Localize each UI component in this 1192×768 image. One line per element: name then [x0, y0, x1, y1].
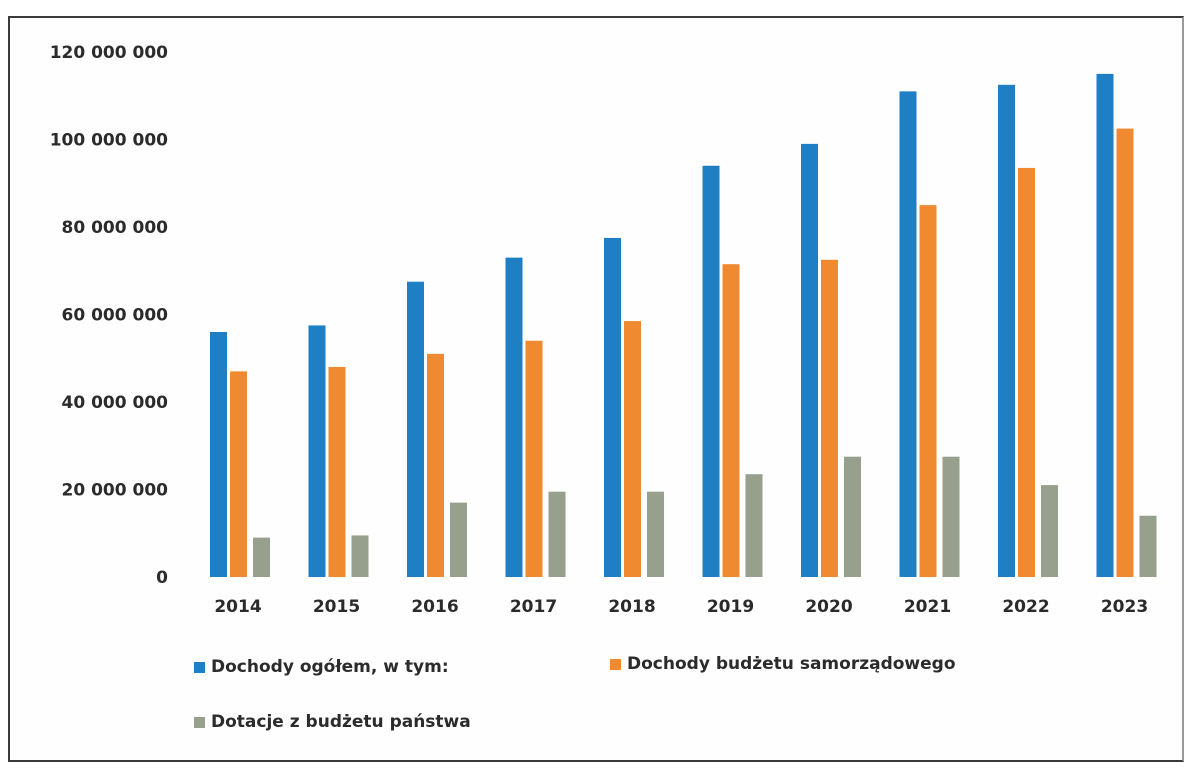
bar-local-budget-income-2019 — [722, 264, 740, 577]
legend-label-state-subsidies: Dotacje z budżetu państwa — [211, 712, 471, 732]
bar-total-income-2016 — [407, 281, 424, 577]
bar-state-subsidies-2022 — [1041, 485, 1058, 577]
y-tick-label: 100 000 000 — [50, 131, 168, 151]
x-tick-label-2023: 2023 — [1101, 597, 1148, 617]
bar-local-budget-income-2015 — [328, 367, 346, 577]
legend-item-local-budget-income: Dochody budżetu samorządowego — [610, 654, 956, 674]
chart-frame — [8, 16, 1184, 762]
x-tick-label-2016: 2016 — [411, 597, 458, 617]
x-tick-label-2019: 2019 — [707, 597, 754, 617]
bar-local-budget-income-2017 — [525, 340, 543, 577]
x-tick-label-2018: 2018 — [608, 597, 655, 617]
x-tick-label-2022: 2022 — [1002, 597, 1049, 617]
bar-total-income-2014 — [210, 332, 227, 577]
x-tick-label-2015: 2015 — [313, 597, 360, 617]
y-axis: 0 20 000 000 40 000 000 60 000 000 80 000 00… — [50, 43, 168, 588]
bar-local-budget-income-2020 — [821, 259, 838, 577]
bar-state-subsidies-2021 — [942, 456, 960, 577]
bar-group-2015 — [308, 325, 369, 577]
bars — [210, 73, 1157, 577]
y-tick-label: 40 000 000 — [62, 393, 169, 413]
bar-group-2020 — [801, 143, 861, 577]
y-tick-label: 80 000 000 — [62, 218, 169, 238]
bar-group-2014 — [210, 332, 270, 577]
bar-total-income-2015 — [308, 325, 326, 577]
bar-local-budget-income-2023 — [1116, 128, 1134, 577]
bar-group-2023 — [1096, 73, 1157, 577]
legend-swatch-local-budget-income — [610, 658, 621, 670]
bar-group-2021 — [899, 91, 960, 577]
bar-local-budget-income-2016 — [427, 353, 444, 577]
bar-local-budget-income-2022 — [1018, 167, 1035, 577]
bar-state-subsidies-2017 — [548, 491, 566, 577]
bar-state-subsidies-2015 — [351, 535, 369, 577]
bar-total-income-2022 — [998, 84, 1015, 577]
bar-total-income-2018 — [604, 237, 621, 577]
bar-state-subsidies-2014 — [253, 537, 270, 577]
bar-total-income-2020 — [801, 143, 818, 577]
bar-total-income-2017 — [505, 257, 523, 577]
legend-label-total-income: Dochody ogółem, w tym: — [211, 657, 449, 677]
y-tick-label: 60 000 000 — [62, 306, 169, 326]
bar-group-2016 — [407, 281, 467, 577]
legend-label-local-budget-income: Dochody budżetu samorządowego — [627, 654, 956, 674]
legend-item-state-subsidies: Dotacje z budżetu państwa — [194, 712, 471, 732]
bar-state-subsidies-2023 — [1139, 515, 1157, 577]
bar-state-subsidies-2020 — [844, 456, 861, 577]
x-axis: 2014 2015 2016 2017 2018 2019 2020 2021 2022 2023 — [214, 597, 1148, 617]
x-tick-label-2017: 2017 — [510, 597, 557, 617]
bar-total-income-2021 — [899, 91, 917, 577]
bar-group-2019 — [702, 165, 763, 577]
x-tick-label-2021: 2021 — [904, 597, 951, 617]
bar-state-subsidies-2019 — [745, 474, 763, 577]
y-tick-label: 0 — [156, 568, 168, 588]
bar-total-income-2023 — [1096, 73, 1114, 577]
bar-group-2017 — [505, 257, 566, 577]
legend-item-total-income: Dochody ogółem, w tym: — [194, 657, 449, 677]
bar-state-subsidies-2018 — [647, 491, 664, 577]
x-tick-label-2020: 2020 — [805, 597, 852, 617]
legend-swatch-total-income — [194, 661, 205, 673]
bar-group-2022 — [998, 84, 1058, 577]
bar-local-budget-income-2021 — [919, 205, 937, 577]
bar-total-income-2019 — [702, 165, 720, 577]
y-tick-label: 120 000 000 — [50, 43, 168, 63]
bar-state-subsidies-2016 — [450, 502, 467, 577]
bar-group-2018 — [604, 237, 664, 577]
legend-swatch-state-subsidies — [194, 716, 205, 728]
bar-local-budget-income-2018 — [624, 321, 641, 577]
y-tick-label: 20 000 000 — [62, 481, 169, 501]
bar-local-budget-income-2014 — [230, 371, 247, 577]
x-tick-label-2014: 2014 — [214, 597, 261, 617]
